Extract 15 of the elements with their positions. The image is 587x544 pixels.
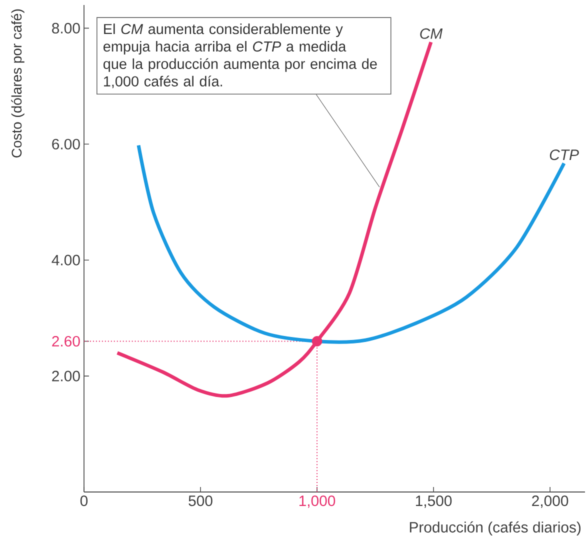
x-tick-label: 1,000 (299, 496, 336, 508)
x-tick-label: 500 (188, 496, 212, 506)
series-label: CTP (550, 150, 579, 160)
series-label: CM (420, 28, 443, 39)
x-tick-label: 2,000 (532, 496, 568, 508)
y-tick-label: 6.00 (52, 138, 80, 150)
y-axis-title: Costo (dólares por café) (11, 9, 24, 158)
x-axis-title: Producción (cafés diarios) (410, 521, 581, 536)
x-tick-label: 0 (80, 496, 88, 506)
y-tick-label: 8.00 (52, 22, 80, 34)
y-tick-label: 2.60 (52, 336, 80, 347)
x-tick-label: 1,500 (416, 496, 452, 508)
y-tick-label: 4.00 (52, 254, 80, 266)
y-tick-label: 2.00 (52, 370, 80, 382)
annotation: El CM aumenta considerablemente y empuja hacia arriba el CTP a medida que la producción aumenta por encima de 1,000 cafés al día. (104, 24, 377, 88)
